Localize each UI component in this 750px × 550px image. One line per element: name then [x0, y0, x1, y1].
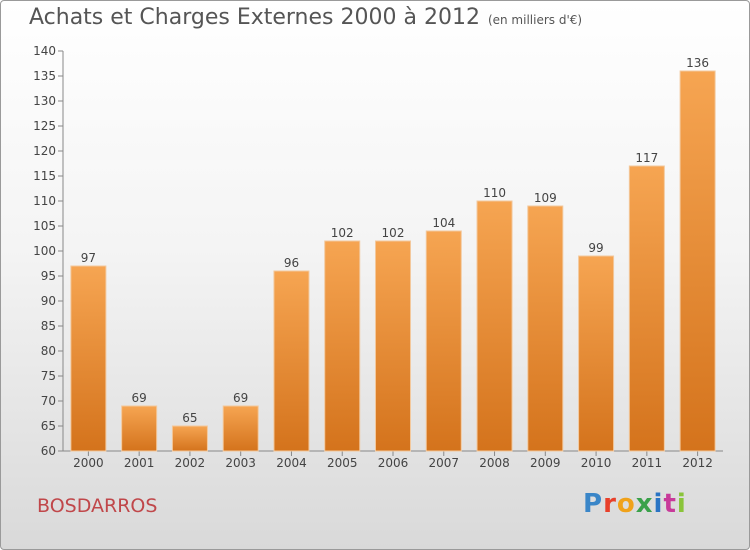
bar — [425, 230, 462, 452]
y-tick-label: 110 — [33, 194, 56, 208]
bar-value-label: 110 — [483, 186, 506, 200]
bar-value-label: 136 — [686, 56, 709, 70]
bar — [527, 205, 564, 452]
proxiti-logo: Proxiti — [583, 489, 687, 519]
bar — [628, 165, 665, 452]
commune-name: BOSDARROS — [37, 495, 158, 517]
y-tick-label: 90 — [41, 294, 56, 308]
logo-letter: x — [635, 489, 654, 519]
chart-axes: 60 65 70 75 80 85 90 95 100 105 110 115 120 125 130 135… — [33, 44, 723, 470]
bar-value-label: 97 — [81, 251, 96, 265]
x-tick-label: 2001 — [124, 456, 155, 470]
logo-letter: o — [616, 489, 636, 519]
chart-unit-note: (en milliers d'€) — [487, 13, 583, 27]
x-tick-label: 2007 — [428, 456, 459, 470]
y-tick-label: 105 — [33, 219, 56, 233]
y-tick-label: 80 — [41, 344, 56, 358]
bar — [578, 255, 615, 452]
logo-letter: i — [676, 489, 687, 519]
y-tick-label: 100 — [33, 244, 56, 258]
bar-value-label: 104 — [432, 216, 455, 230]
bar-value-label: 99 — [588, 241, 603, 255]
y-tick-label: 140 — [33, 44, 56, 58]
x-tick-label: 2009 — [530, 456, 561, 470]
bar-value-label: 102 — [382, 226, 405, 240]
logo-letter: t — [663, 489, 677, 519]
bar-value-label: 69 — [132, 391, 147, 405]
x-tick-label: 2000 — [73, 456, 104, 470]
x-tick-label: 2005 — [327, 456, 358, 470]
x-tick-label: 2002 — [175, 456, 206, 470]
chart-data-labels: 97 69 65 69 96 102 102 104 110 109 99 117 136 — [81, 56, 709, 425]
y-tick-label: 120 — [33, 144, 56, 158]
bar-value-label: 117 — [635, 151, 658, 165]
bar — [476, 200, 513, 452]
bar — [70, 265, 107, 452]
bar — [171, 425, 208, 452]
bar-value-label: 102 — [331, 226, 354, 240]
logo-letter: r — [603, 489, 617, 519]
y-tick-label: 65 — [41, 419, 56, 433]
bar — [222, 405, 259, 452]
y-tick-label: 135 — [33, 69, 56, 83]
x-tick-label: 2008 — [479, 456, 510, 470]
x-tick-label: 2006 — [378, 456, 409, 470]
y-tick-label: 125 — [33, 119, 56, 133]
bar — [375, 240, 411, 452]
y-tick-label: 95 — [41, 269, 56, 283]
bar-value-label: 65 — [182, 411, 197, 425]
x-tick-label: 2011 — [632, 456, 663, 470]
chart-bars — [70, 70, 716, 452]
x-tick-label: 2004 — [276, 456, 307, 470]
bar — [273, 270, 310, 452]
y-tick-label: 60 — [41, 444, 56, 458]
x-tick-label: 2012 — [682, 456, 713, 470]
bar-value-label: 96 — [284, 256, 299, 270]
y-tick-label: 130 — [33, 94, 56, 108]
y-tick-label: 115 — [33, 169, 56, 183]
bar — [324, 240, 361, 452]
bar — [121, 405, 158, 452]
logo-letter: i — [653, 489, 664, 519]
x-tick-label: 2003 — [225, 456, 256, 470]
y-tick-label: 70 — [41, 394, 56, 408]
chart-title-text: Achats et Charges Externes 2000 à 2012 — [29, 5, 480, 30]
logo-letter: P — [583, 489, 604, 519]
bar-value-label: 109 — [534, 191, 557, 205]
bar-value-label: 69 — [233, 391, 248, 405]
y-tick-label: 75 — [41, 369, 56, 383]
x-tick-label: 2010 — [581, 456, 612, 470]
bar — [679, 70, 716, 452]
chart-title: Achats et Charges Externes 2000 à 2012 (e… — [29, 5, 582, 30]
y-tick-label: 85 — [41, 319, 56, 333]
